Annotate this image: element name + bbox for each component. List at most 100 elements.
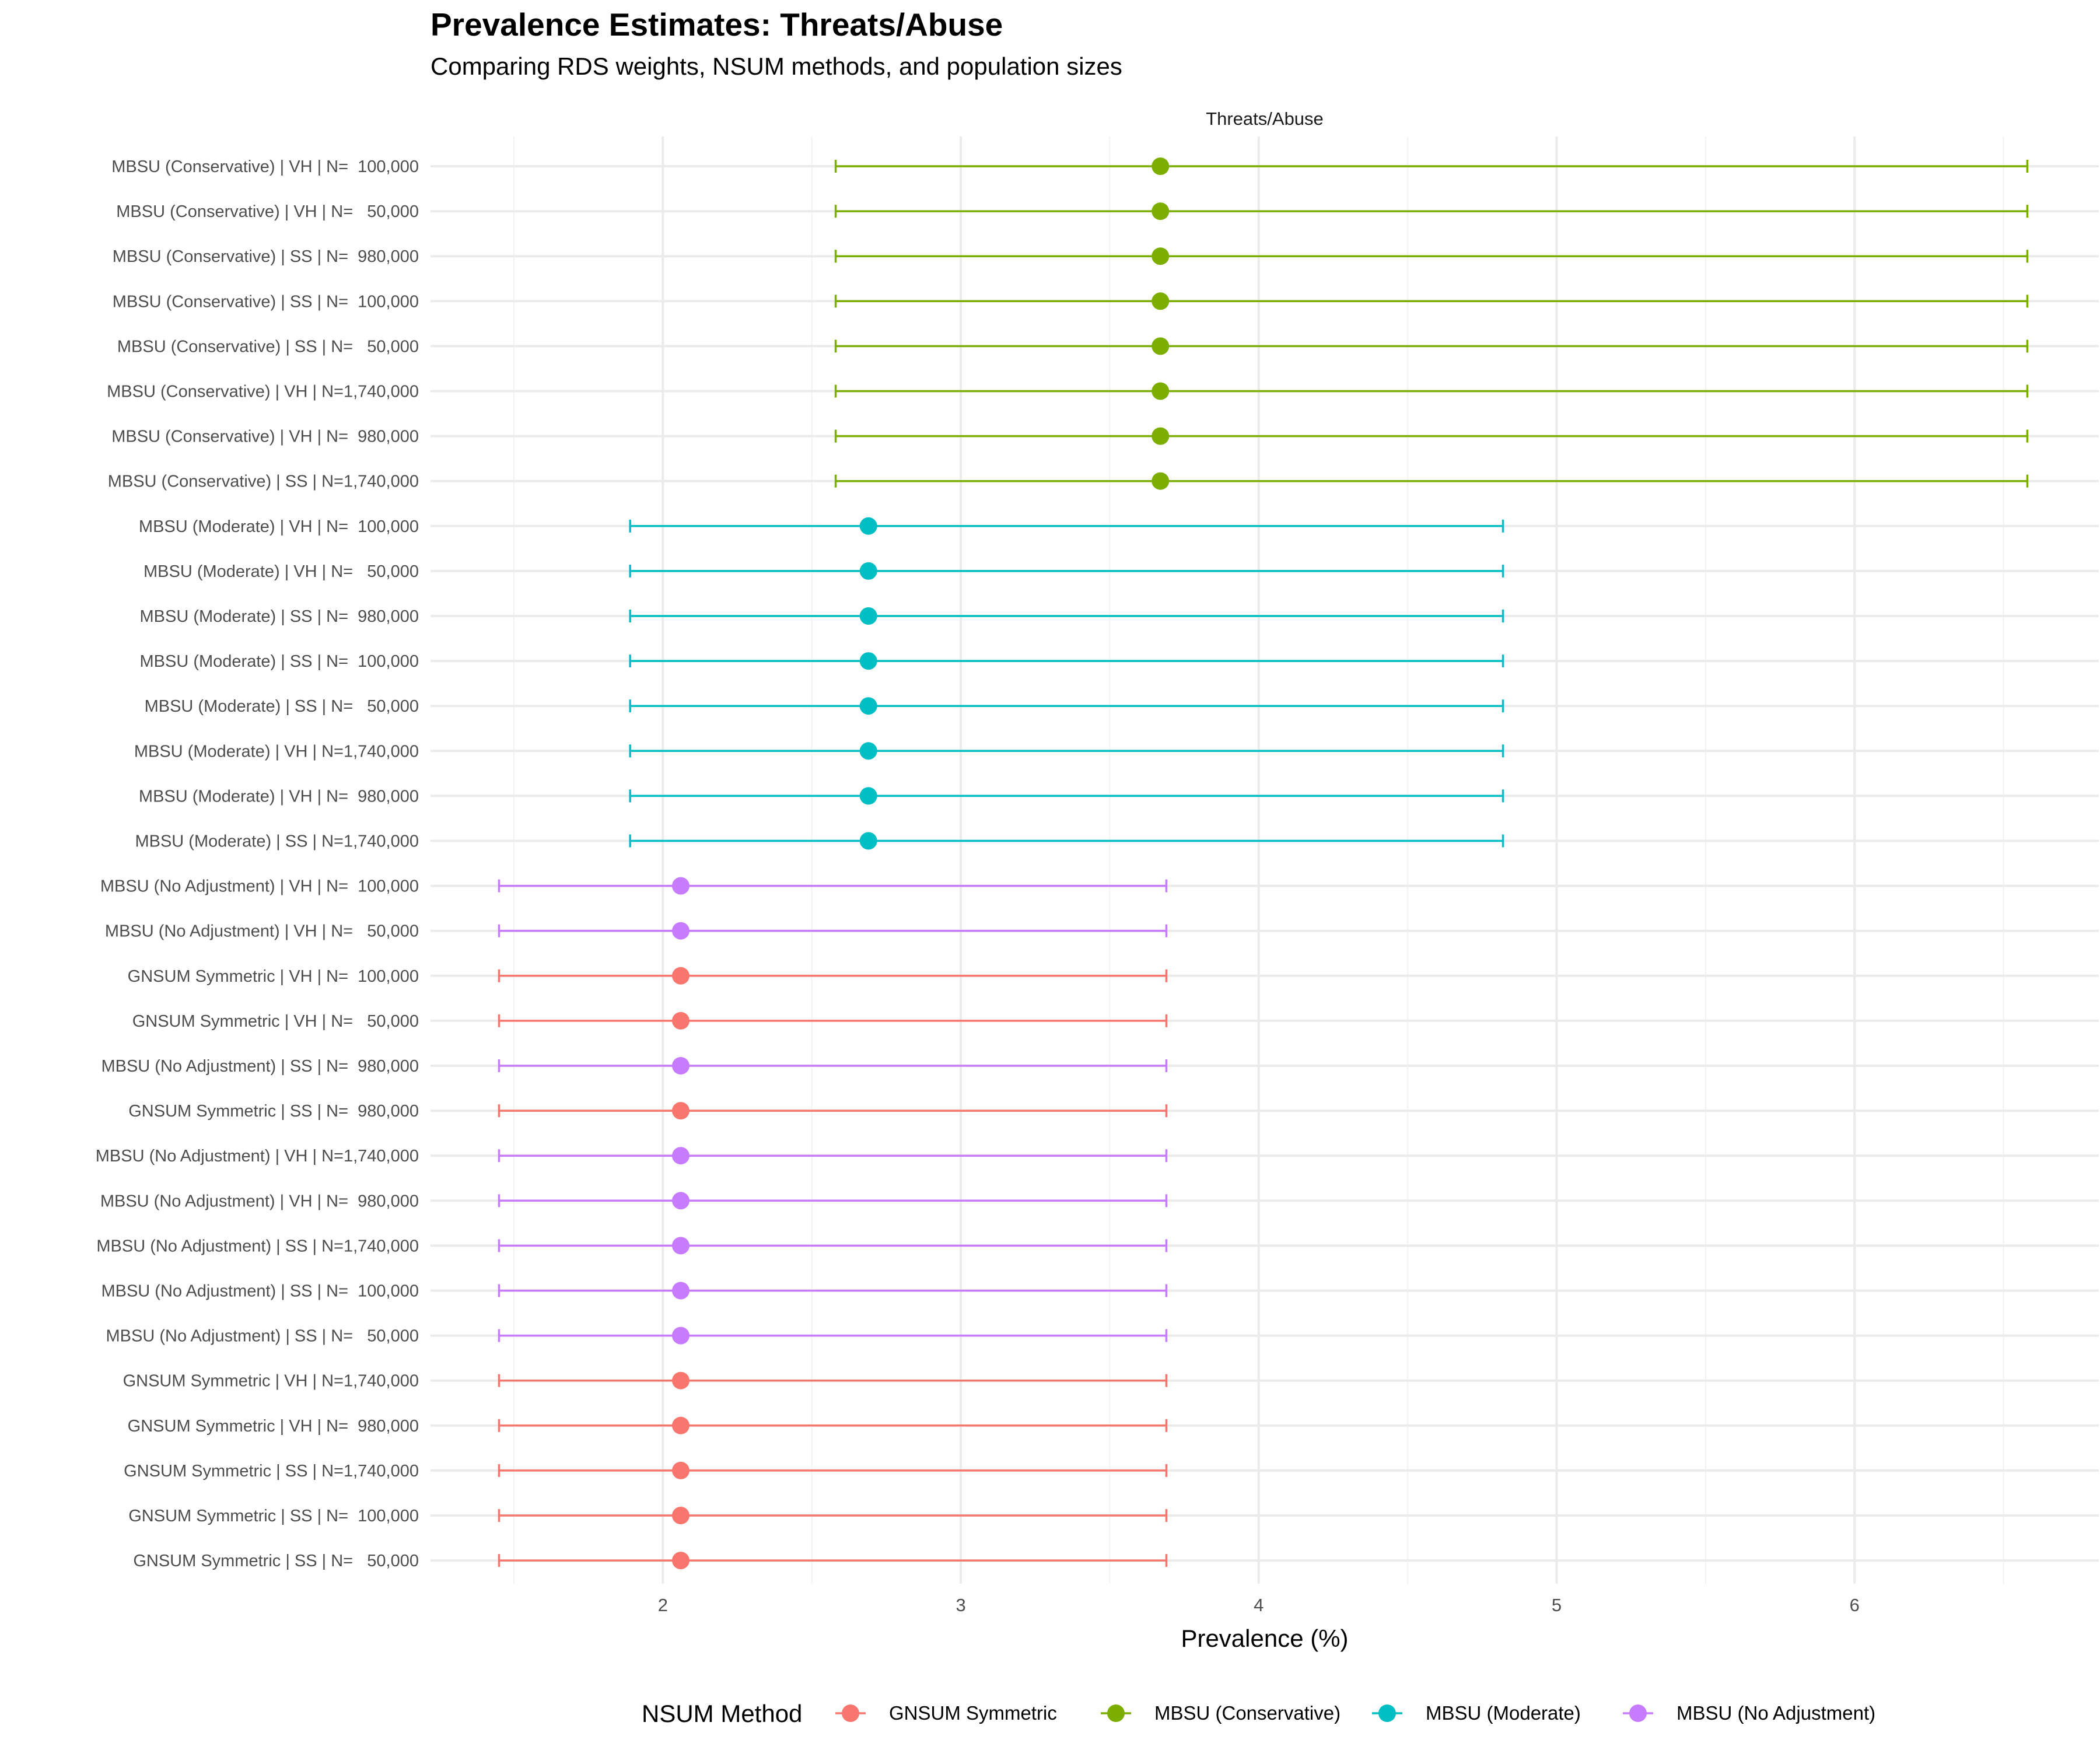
estimate-point [1152,337,1170,355]
point-range [834,472,2029,490]
estimate-point [672,1012,690,1030]
estimate-point [1152,247,1170,265]
estimate-point [672,1282,690,1300]
y-tick-label: MBSU (Moderate) | SS | N= 50,000 [145,697,419,716]
legend-item: MBSU (Moderate) [1372,1702,1581,1724]
y-tick-label: MBSU (Moderate) | SS | N= 980,000 [140,607,419,626]
estimate-point [1152,202,1170,220]
point-range [498,1416,1168,1434]
x-tick-label: 5 [1552,1595,1562,1615]
estimate-point [859,517,877,535]
point-range [834,202,2029,220]
y-tick-label: MBSU (No Adjustment) | SS | N=1,740,000 [96,1237,419,1255]
estimate-point [672,922,690,940]
estimate-point [672,1192,690,1210]
estimate-point [859,787,877,805]
y-tick-label: MBSU (No Adjustment) | VH | N=1,740,000 [96,1147,419,1166]
chart-subtitle: Comparing RDS weights, NSUM methods, and… [430,52,1122,80]
legend-label: MBSU (Conservative) [1154,1702,1340,1724]
estimate-point [672,1416,690,1434]
point-range [629,652,1504,670]
estimate-point [672,1102,690,1120]
x-tick-label: 4 [1254,1595,1264,1615]
point-range [498,1012,1168,1030]
estimate-point [672,1507,690,1524]
y-tick-label: MBSU (Moderate) | SS | N= 100,000 [140,652,419,671]
estimate-point [1152,158,1170,175]
legend-key-point [1107,1704,1125,1722]
point-range [834,247,2029,265]
point-range [498,1507,1168,1524]
x-tick-labels: 2 3 4 5 6 [658,1595,1860,1615]
point-range [498,1102,1168,1120]
y-tick-label: GNSUM Symmetric | VH | N= 50,000 [132,1012,419,1031]
point-range [834,427,2029,445]
chart-title: Prevalence Estimates: Threats/Abuse [430,6,1003,43]
point-range [834,382,2029,400]
point-range [498,967,1168,985]
grid-layer [430,136,2099,1584]
estimate-point [672,877,690,895]
estimate-point [672,1147,690,1165]
y-tick-label: MBSU (No Adjustment) | SS | N= 100,000 [101,1282,419,1301]
point-range [498,1282,1168,1300]
y-tick-label: GNSUM Symmetric | VH | N=1,740,000 [123,1372,419,1391]
y-tick-label: MBSU (No Adjustment) | VH | N= 100,000 [100,877,419,896]
y-tick-label: GNSUM Symmetric | VH | N= 980,000 [128,1417,419,1436]
legend-label: GNSUM Symmetric [889,1702,1057,1724]
estimate-point [859,652,877,670]
point-range [498,1057,1168,1074]
y-tick-label: MBSU (Conservative) | VH | N= 100,000 [111,158,419,176]
point-range [498,1552,1168,1570]
y-tick-label: GNSUM Symmetric | SS | N= 100,000 [128,1507,419,1525]
estimate-point [1152,472,1170,490]
legend-key-point [1378,1704,1396,1722]
estimate-point [859,832,877,850]
x-tick-label: 3 [956,1595,965,1615]
y-tick-label: MBSU (No Adjustment) | SS | N= 50,000 [106,1327,419,1346]
y-tick-label: GNSUM Symmetric | SS | N=1,740,000 [124,1462,419,1480]
legend-item: MBSU (No Adjustment) [1623,1702,1875,1724]
y-tick-label: MBSU (Moderate) | SS | N=1,740,000 [135,832,419,851]
point-range [629,607,1504,625]
legend-title: NSUM Method [642,1700,802,1727]
x-tick-label: 6 [1850,1595,1860,1615]
y-tick-label: MBSU (Conservative) | SS | N=1,740,000 [108,473,419,491]
point-range [834,337,2029,355]
point-range [498,1461,1168,1479]
y-tick-labels: MBSU (Conservative) | VH | N= 100,000 MBS… [96,158,419,1570]
estimate-point [672,1552,690,1570]
point-range [498,1192,1168,1210]
estimate-point [672,1461,690,1479]
y-tick-label: MBSU (Conservative) | VH | N= 980,000 [111,428,419,446]
point-range [498,1371,1168,1390]
y-tick-label: MBSU (Conservative) | SS | N= 50,000 [117,337,419,356]
legend-item: MBSU (Conservative) [1101,1702,1340,1724]
point-range [629,562,1504,580]
point-range [629,832,1504,850]
point-range [498,1147,1168,1165]
estimate-point [672,1057,690,1074]
point-range [629,742,1504,760]
x-tick-label: 2 [658,1595,668,1615]
estimate-point [859,607,877,625]
point-range [498,1326,1168,1345]
point-range [498,877,1168,895]
facet-strip-label: Threats/Abuse [1206,108,1324,129]
point-range [498,1237,1168,1255]
estimate-point [1152,427,1170,445]
estimate-point [672,1326,690,1345]
y-tick-label: MBSU (Moderate) | VH | N= 50,000 [144,562,419,581]
y-tick-label: GNSUM Symmetric | SS | N= 980,000 [128,1102,419,1121]
point-range [629,517,1504,535]
y-tick-label: GNSUM Symmetric | VH | N= 100,000 [128,967,419,986]
estimate-point [1152,382,1170,400]
point-range [629,697,1504,715]
y-tick-label: MBSU (No Adjustment) | VH | N= 980,000 [100,1192,419,1210]
estimate-point [672,1237,690,1255]
y-tick-label: MBSU (Moderate) | VH | N= 980,000 [139,787,419,806]
legend-key-point [842,1704,859,1722]
point-range [629,787,1504,805]
y-tick-label: MBSU (Moderate) | VH | N=1,740,000 [134,742,419,761]
